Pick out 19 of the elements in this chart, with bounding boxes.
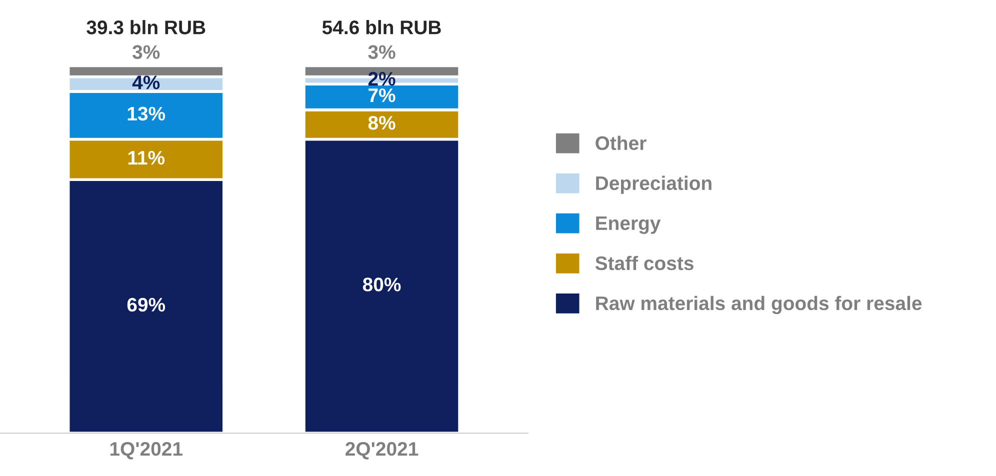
data-label: 69% bbox=[127, 298, 166, 312]
data-label: 80% bbox=[362, 278, 401, 292]
data-label: 3% bbox=[368, 45, 396, 59]
data-label: 11% bbox=[128, 150, 165, 165]
legend-label: Other bbox=[596, 136, 646, 150]
legend-label: Energy bbox=[596, 216, 661, 234]
x-tick-label: 1Q'2021 bbox=[110, 442, 182, 460]
annotation: 39.3 bln RUB bbox=[86, 20, 206, 34]
legend-label: Raw materials and goods for resale bbox=[596, 296, 922, 314]
data-label: 2% bbox=[368, 72, 396, 86]
data-label: 3% bbox=[132, 45, 160, 59]
data-label: 13% bbox=[128, 106, 166, 121]
legend-label: Depreciation bbox=[596, 176, 712, 194]
data-label: 4% bbox=[132, 76, 160, 90]
legend-label: Staff costs bbox=[595, 256, 694, 270]
annotation: 54.6 bln RUB bbox=[322, 20, 441, 34]
x-tick-label: 2Q'2021 bbox=[346, 442, 418, 460]
data-label: 8% bbox=[368, 116, 396, 130]
data-label: 7% bbox=[368, 88, 396, 102]
